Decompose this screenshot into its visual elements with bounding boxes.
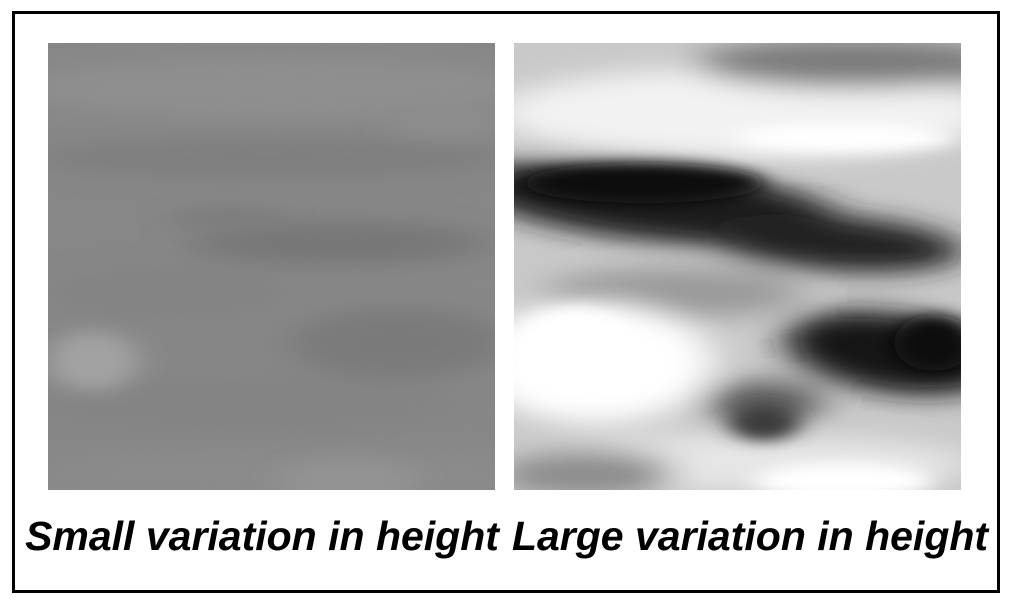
- small-variation-texture: [48, 43, 495, 490]
- small-variation-heightmap: [48, 43, 495, 490]
- large-variation-heightmap: [514, 43, 961, 490]
- small-variation-caption: Small variation in height: [25, 513, 499, 559]
- large-variation-caption: Large variation in height: [511, 513, 989, 559]
- large-variation-texture: [514, 43, 961, 490]
